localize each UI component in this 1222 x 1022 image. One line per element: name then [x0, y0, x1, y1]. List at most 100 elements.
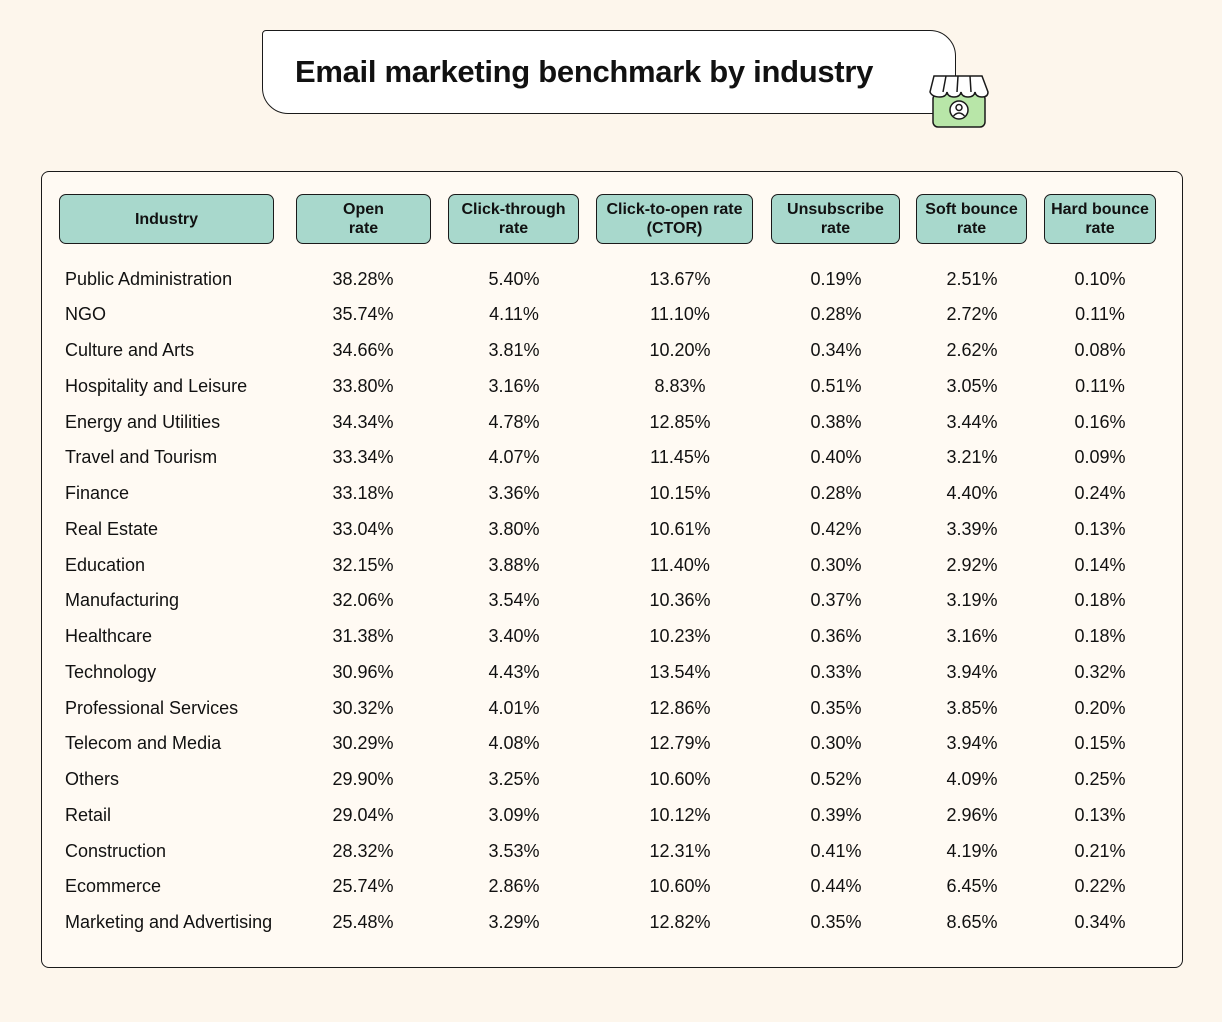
industry-name: Real Estate	[65, 518, 159, 539]
metric-value: 2.96%	[946, 804, 998, 825]
metric-value: 2.62%	[946, 340, 998, 360]
metric-value: 32.06%	[332, 590, 394, 611]
table-row: Culture and Arts 34.66% 3.81% 10.20% 0.34% 2.…	[0, 332, 1222, 368]
table-row: Manufacturing 32.06% 3.54% 10.36% 0.37% 3.19%…	[0, 582, 1222, 618]
metric-value: 3.05%	[946, 375, 998, 396]
metric-value: 11.40%	[650, 554, 710, 575]
metric-value: 3.88%	[488, 554, 540, 575]
metric-value: 10.60%	[649, 876, 711, 897]
table-row: Travel and Tourism 33.34% 4.07% 11.45% 0.40%…	[0, 439, 1222, 475]
metric-value: 3.53%	[488, 840, 540, 861]
table-row: Energy and Utilities 34.34% 4.78% 12.85% 0.3…	[0, 404, 1222, 440]
industry-name: Technology	[65, 661, 157, 682]
metric-value: 31.38%	[332, 626, 394, 646]
metric-value: 3.85%	[946, 697, 998, 718]
metric-value: 0.28%	[810, 483, 862, 503]
metric-value: 0.08%	[1074, 340, 1126, 360]
industry-name: Culture and Arts	[65, 340, 195, 360]
metric-value: 33.04%	[332, 518, 394, 539]
industry-name: Construction	[65, 840, 167, 861]
metric-value: 6.45%	[946, 876, 998, 897]
title-banner: Email marketing benchmark by industry	[262, 30, 956, 114]
metric-value: 0.18%	[1074, 590, 1126, 611]
metric-value: 0.24%	[1074, 483, 1126, 503]
metric-value: 10.61%	[649, 518, 711, 539]
metric-value: 0.35%	[810, 697, 862, 718]
metric-value: 0.13%	[1074, 804, 1126, 825]
metric-value: 2.86%	[488, 876, 540, 897]
industry-name: Energy and Utilities	[65, 411, 221, 432]
metric-value: 3.94%	[946, 661, 998, 682]
metric-value: 0.22%	[1074, 876, 1126, 897]
column-header-5: Soft bounce rate	[916, 194, 1027, 244]
metric-value: 0.34%	[1074, 912, 1126, 932]
metric-value: 10.20%	[649, 340, 711, 360]
metric-value: 3.54%	[488, 590, 540, 611]
metric-value: 12.86%	[649, 697, 711, 718]
metric-value: 25.48%	[332, 912, 394, 932]
metric-value: 3.21%	[946, 447, 998, 468]
industry-name: Professional Services	[65, 697, 239, 718]
table-row: Finance 33.18% 3.36% 10.15% 0.28% 4.40% 0.24%	[0, 475, 1222, 511]
metric-value: 30.32%	[332, 697, 394, 718]
metric-value: 0.36%	[810, 626, 862, 646]
metric-value: 0.32%	[1074, 661, 1126, 682]
metric-value: 3.80%	[488, 518, 540, 539]
metric-value: 10.60%	[649, 769, 711, 789]
metric-value: 28.32%	[332, 840, 394, 861]
industry-name: Retail	[65, 804, 112, 825]
metric-value: 35.74%	[332, 304, 394, 325]
metric-value: 11.10%	[650, 304, 710, 325]
metric-value: 0.11%	[1075, 304, 1125, 325]
metric-value: 0.44%	[810, 876, 862, 897]
metric-value: 0.52%	[810, 769, 862, 789]
metric-value: 30.96%	[332, 661, 394, 682]
industry-name: Manufacturing	[65, 590, 180, 611]
metric-value: 3.29%	[488, 912, 540, 932]
metric-value: 0.14%	[1074, 554, 1126, 575]
metric-value: 5.40%	[488, 268, 540, 289]
metric-value: 4.19%	[946, 840, 998, 861]
metric-value: 13.54%	[649, 661, 711, 682]
industry-name: Public Administration	[65, 268, 233, 289]
column-header-4: Unsubscribe rate	[771, 194, 900, 244]
table-row: Ecommerce 25.74% 2.86% 10.60% 0.44% 6.45% 0.22…	[0, 868, 1222, 904]
metric-value: 3.16%	[946, 626, 998, 646]
metric-value: 4.43%	[488, 661, 540, 682]
metric-value: 3.44%	[946, 411, 998, 432]
industry-name: Healthcare	[65, 626, 153, 646]
table-row: Retail 29.04% 3.09% 10.12% 0.39% 2.96% 0.13%	[0, 797, 1222, 833]
metric-value: 3.39%	[946, 518, 998, 539]
storefront-user-icon	[929, 75, 989, 128]
metric-value: 3.81%	[488, 340, 540, 360]
metric-value: 10.36%	[649, 590, 711, 611]
metric-value: 0.18%	[1074, 626, 1126, 646]
table-row: Telecom and Media 30.29% 4.08% 12.79% 0.30% 3…	[0, 725, 1222, 761]
metric-value: 4.08%	[488, 733, 540, 754]
metric-value: 0.10%	[1074, 268, 1126, 289]
metric-value: 0.09%	[1074, 447, 1126, 468]
industry-name: Telecom and Media	[65, 733, 222, 754]
metric-value: 10.15%	[649, 483, 711, 503]
metric-value: 3.94%	[946, 733, 998, 754]
metric-value: 0.42%	[810, 518, 862, 539]
metric-value: 12.79%	[649, 733, 711, 754]
metric-value: 0.20%	[1074, 697, 1126, 718]
metric-value: 33.18%	[332, 483, 394, 503]
metric-value: 34.66%	[332, 340, 394, 360]
table-row: Professional Services 30.32% 4.01% 12.86% 0.…	[0, 690, 1222, 726]
metric-value: 0.19%	[810, 268, 862, 289]
metric-value: 11.45%	[650, 447, 710, 468]
metric-value: 12.82%	[649, 912, 711, 932]
metric-value: 32.15%	[332, 554, 394, 575]
metric-value: 30.29%	[332, 733, 394, 754]
metric-value: 0.13%	[1074, 518, 1126, 539]
metric-value: 33.80%	[332, 375, 394, 396]
metric-value: 0.34%	[810, 340, 862, 360]
metric-value: 8.83%	[654, 375, 706, 396]
column-header-3: Click-to-open rate (CTOR)	[596, 194, 753, 244]
table-row: Marketing and Advertising 25.48% 3.29% 12.8…	[0, 904, 1222, 940]
metric-value: 29.90%	[332, 769, 394, 789]
column-header-2: Click-through rate	[448, 194, 579, 244]
metric-value: 4.40%	[946, 483, 998, 503]
